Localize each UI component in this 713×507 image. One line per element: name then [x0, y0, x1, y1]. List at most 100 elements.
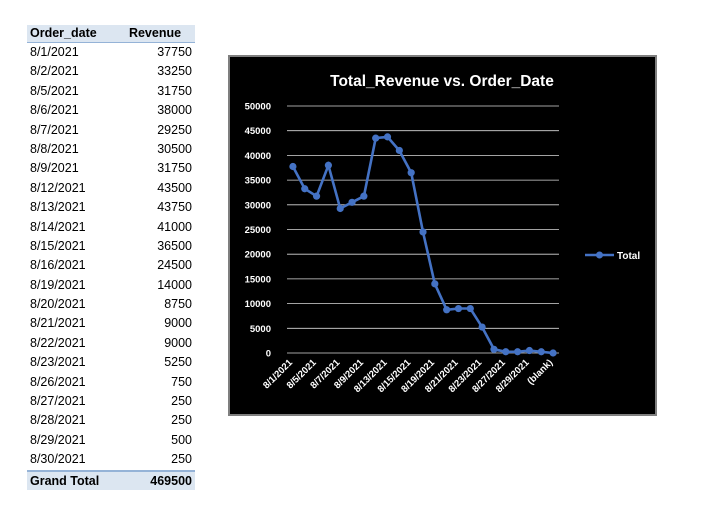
revenue-cell: 250: [171, 452, 192, 467]
order-date-cell: 8/22/2021: [30, 335, 86, 350]
table-row[interactable]: 8/26/2021 750: [27, 373, 195, 392]
order-date-cell: 8/30/2021: [30, 452, 86, 467]
revenue-cell: 9000: [164, 335, 192, 350]
data-point[interactable]: [407, 169, 415, 177]
revenue-cell: 500: [171, 432, 192, 447]
grand-total-label: Grand Total: [30, 473, 100, 488]
pivot-table: Order_date Revenue 8/1/2021 37750 8/2/2021…: [27, 25, 195, 490]
order-date-header[interactable]: Order_date: [30, 26, 97, 40]
series-points: [289, 133, 557, 357]
table-row[interactable]: 8/16/2021 24500: [27, 256, 195, 275]
revenue-cell: 38000: [157, 103, 192, 118]
table-row[interactable]: 8/15/2021 36500: [27, 237, 195, 256]
data-point[interactable]: [514, 348, 522, 356]
order-date-cell: 8/7/2021: [30, 122, 79, 137]
revenue-cell: 14000: [157, 277, 192, 292]
table-row[interactable]: 8/23/2021 5250: [27, 353, 195, 372]
y-tick-label: 40000: [245, 151, 271, 162]
table-row[interactable]: 8/21/2021 9000: [27, 314, 195, 333]
y-tick-label: 50000: [245, 102, 271, 113]
order-date-cell: 8/23/2021: [30, 355, 86, 370]
order-date-cell: 8/29/2021: [30, 432, 86, 447]
table-row[interactable]: 8/2/2021 33250: [27, 62, 195, 81]
data-point[interactable]: [301, 185, 309, 193]
revenue-cell: 750: [171, 374, 192, 389]
chart-svg: Total_Revenue vs. Order_Date 0 5000 10000 1…: [245, 73, 641, 395]
revenue-header[interactable]: Revenue: [128, 26, 182, 40]
data-point[interactable]: [549, 349, 557, 357]
table-row[interactable]: 8/13/2021 43750: [27, 198, 195, 217]
revenue-cell: 8750: [164, 297, 192, 312]
revenue-cell: 29250: [157, 122, 192, 137]
revenue-cell: 31750: [157, 83, 192, 98]
table-row[interactable]: 8/27/2021 250: [27, 392, 195, 411]
y-tick-label: 30000: [245, 200, 271, 211]
revenue-cell: 36500: [157, 238, 192, 253]
y-tick-label: 5000: [250, 324, 271, 335]
y-tick-label: 10000: [245, 299, 271, 310]
table-row[interactable]: 8/1/2021 37750: [27, 43, 195, 62]
data-point[interactable]: [372, 134, 380, 142]
revenue-cell: 24500: [157, 258, 192, 273]
data-point[interactable]: [443, 306, 451, 314]
revenue-chart[interactable]: Total_Revenue vs. Order_Date 0 5000 10000 1…: [228, 55, 657, 416]
legend-marker-icon: [596, 251, 603, 259]
data-point[interactable]: [383, 133, 392, 141]
table-row[interactable]: 8/12/2021 43500: [27, 179, 195, 198]
x-tick-label: (blank): [525, 357, 555, 387]
y-tick-label: 45000: [245, 126, 271, 137]
table-row[interactable]: 8/29/2021 500: [27, 431, 195, 450]
y-axis-ticks: 0 5000 10000 15000 20000 25000 30000 35000 40000…: [245, 102, 271, 360]
grand-total-row: Grand Total 469500: [27, 469, 195, 490]
revenue-cell: 43750: [157, 200, 192, 215]
revenue-cell: 41000: [157, 219, 192, 234]
revenue-cell: 31750: [157, 161, 192, 176]
order-date-cell: 8/19/2021: [30, 277, 86, 292]
legend-label: Total: [617, 251, 640, 262]
y-tick-label: 15000: [245, 274, 271, 285]
data-point[interactable]: [336, 204, 344, 213]
data-point[interactable]: [324, 161, 332, 169]
y-tick-label: 20000: [245, 250, 271, 261]
table-row[interactable]: 8/28/2021 250: [27, 411, 195, 430]
table-row[interactable]: 8/6/2021 38000: [27, 101, 195, 120]
revenue-cell: 43500: [157, 180, 192, 195]
table-row[interactable]: 8/9/2021 31750: [27, 159, 195, 178]
data-point[interactable]: [525, 346, 534, 355]
table-row[interactable]: 8/20/2021 8750: [27, 295, 195, 314]
chart-title: Total_Revenue vs. Order_Date: [330, 73, 554, 90]
data-point[interactable]: [360, 192, 368, 200]
table-row[interactable]: 8/19/2021 14000: [27, 276, 195, 295]
data-point[interactable]: [478, 323, 486, 331]
data-point[interactable]: [454, 304, 463, 313]
data-point[interactable]: [502, 348, 510, 356]
table-row[interactable]: 8/22/2021 9000: [27, 334, 195, 353]
data-point[interactable]: [431, 280, 439, 288]
order-date-cell: 8/5/2021: [30, 83, 79, 98]
order-date-cell: 8/15/2021: [30, 238, 86, 253]
pivot-rows: 8/1/2021 37750 8/2/2021 33250 8/5/2021 31750 8…: [27, 43, 195, 470]
data-point[interactable]: [348, 198, 356, 206]
order-date-cell: 8/28/2021: [30, 413, 86, 428]
table-row[interactable]: 8/7/2021 29250: [27, 121, 195, 140]
table-row[interactable]: 8/30/2021 250: [27, 450, 195, 469]
revenue-cell: 30500: [157, 141, 192, 156]
table-row[interactable]: 8/14/2021 41000: [27, 218, 195, 237]
series-line-total: [291, 135, 554, 355]
legend[interactable]: Total: [585, 251, 640, 262]
revenue-cell: 9000: [164, 316, 192, 331]
order-date-cell: 8/16/2021: [30, 258, 86, 273]
data-point[interactable]: [419, 228, 427, 236]
data-point[interactable]: [312, 192, 321, 200]
data-point[interactable]: [466, 304, 474, 313]
revenue-cell: 250: [171, 394, 192, 409]
table-row[interactable]: 8/8/2021 30500: [27, 140, 195, 159]
data-point[interactable]: [289, 162, 297, 171]
data-point[interactable]: [537, 348, 545, 356]
data-point[interactable]: [395, 146, 403, 155]
data-point[interactable]: [490, 345, 498, 353]
grand-total-value: 469500: [150, 473, 192, 488]
order-date-cell: 8/20/2021: [30, 297, 86, 312]
order-date-cell: 8/9/2021: [30, 161, 79, 176]
table-row[interactable]: 8/5/2021 31750: [27, 82, 195, 101]
